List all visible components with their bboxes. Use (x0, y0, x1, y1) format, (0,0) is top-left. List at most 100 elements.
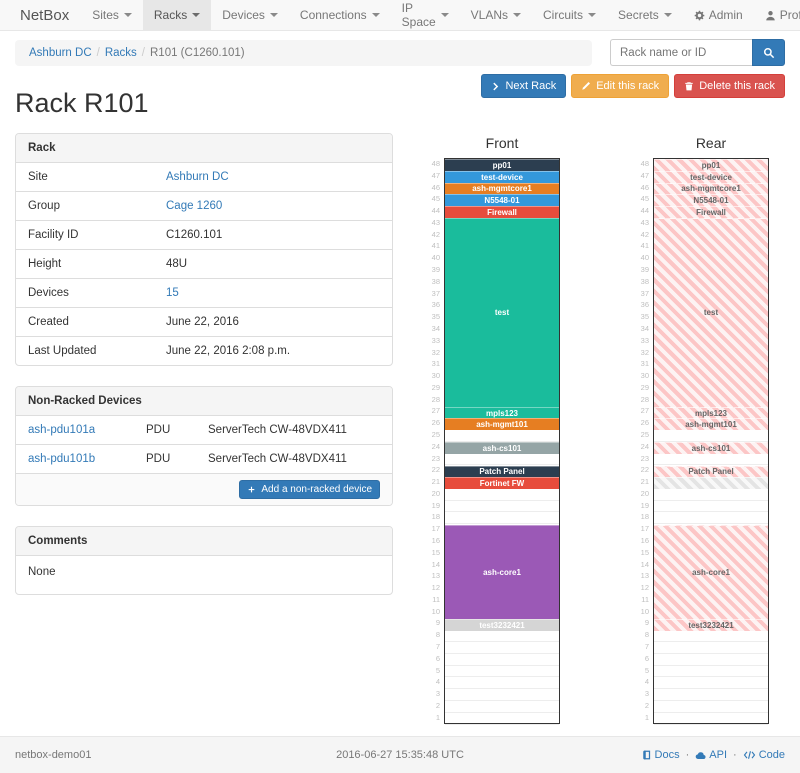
empty-unit[interactable] (445, 713, 559, 725)
empty-unit[interactable] (445, 454, 559, 466)
rack-device-ash-core1[interactable]: ash-core1 (654, 524, 768, 619)
rack-search-input[interactable] (610, 39, 752, 66)
nav-item-secrets[interactable]: Secrets (607, 0, 683, 30)
rack-device-test[interactable]: test (654, 217, 768, 407)
empty-unit[interactable] (654, 713, 768, 725)
rack-device-firewall[interactable]: Firewall (654, 206, 768, 218)
empty-unit[interactable] (445, 489, 559, 501)
rack-device-test3232421[interactable]: test3232421 (445, 618, 559, 631)
empty-unit[interactable] (654, 512, 768, 525)
nav-item-devices[interactable]: Devices (211, 0, 289, 30)
rack-device-test[interactable]: test (445, 217, 559, 407)
empty-unit[interactable] (654, 430, 768, 442)
empty-unit[interactable] (445, 666, 559, 678)
unit-number: 13 (640, 571, 649, 581)
rack-panel: Rack Site Ashburn DC Group Cage 1260 Facilit… (15, 133, 393, 366)
footer-link-docs[interactable]: Docs (642, 749, 680, 761)
unit-number: 18 (640, 512, 649, 522)
unit-number: 31 (431, 359, 440, 369)
empty-unit[interactable] (445, 654, 559, 666)
empty-unit[interactable] (654, 642, 768, 654)
rack-device-ash-mgmtcore1[interactable]: ash-mgmtcore1 (654, 182, 768, 195)
rack-device-ash-mgmt101[interactable]: ash-mgmt101 (445, 418, 559, 431)
empty-unit[interactable] (654, 454, 768, 466)
rack-device-patch-panel[interactable]: Patch Panel (445, 465, 559, 478)
empty-unit[interactable] (445, 642, 559, 654)
unit-number: 22 (431, 465, 440, 475)
breadcrumb-item[interactable]: Ashburn DC (29, 46, 92, 59)
empty-unit[interactable] (445, 501, 559, 513)
rack-device-fortinet-fw[interactable] (654, 477, 768, 490)
nav-item-vlans[interactable]: VLANs (460, 0, 532, 30)
nav-item-connections[interactable]: Connections (289, 0, 391, 30)
nav-item-admin[interactable]: Admin (683, 0, 754, 30)
rack-device-mpls123[interactable]: mpls123 (654, 406, 768, 419)
footer-link-api[interactable]: API (695, 749, 727, 761)
nav-item-sites[interactable]: Sites (81, 0, 143, 30)
unit-number: 27 (431, 406, 440, 416)
empty-unit[interactable] (654, 701, 768, 713)
unit-number: 48 (431, 159, 440, 168)
nav-item-circuits[interactable]: Circuits (532, 0, 607, 30)
rack-device-n5548-01[interactable]: N5548-01 (445, 194, 559, 207)
device-name-link[interactable]: ash-pdu101a (28, 424, 96, 436)
footer-link-label: API (709, 749, 728, 761)
empty-unit[interactable] (654, 501, 768, 513)
empty-unit[interactable] (654, 666, 768, 678)
rack-device-n5548-01[interactable]: N5548-01 (654, 194, 768, 207)
nav-item-ip-space[interactable]: IP Space (391, 0, 460, 30)
unit-number: 3 (644, 689, 649, 699)
empty-unit[interactable] (445, 689, 559, 701)
empty-unit[interactable] (445, 430, 559, 442)
unit-number: 19 (431, 500, 440, 510)
edit-this-rack-button[interactable]: Edit this rack (571, 74, 670, 98)
empty-unit[interactable] (654, 677, 768, 690)
rack-device-pp01[interactable]: pp01 (654, 159, 768, 171)
nav-item-profile[interactable]: Profile (754, 0, 800, 30)
empty-unit[interactable] (654, 630, 768, 643)
rack-device-ash-mgmt101[interactable]: ash-mgmt101 (654, 418, 768, 431)
device-name-link[interactable]: ash-pdu101b (28, 453, 96, 465)
footer-link-code[interactable]: Code (743, 749, 785, 761)
next-rack-button[interactable]: Next Rack (481, 74, 567, 98)
rack-device-pp01[interactable]: pp01 (445, 159, 559, 171)
footer-link-separator: · (685, 749, 690, 761)
breadcrumb-item[interactable]: Racks (104, 46, 137, 59)
unit-number: 33 (431, 335, 440, 345)
unit-number: 40 (431, 253, 440, 263)
empty-unit[interactable] (654, 654, 768, 666)
rack-device-test3232421[interactable]: test3232421 (654, 618, 768, 631)
empty-unit[interactable] (654, 489, 768, 501)
add-non-racked-device-button[interactable]: Add a non-racked device (239, 480, 380, 499)
app-brand[interactable]: NetBox (20, 6, 70, 24)
rack-device-test-device[interactable]: test-device (445, 170, 559, 183)
rack-device-ash-cs101[interactable]: ash-cs101 (445, 442, 559, 454)
empty-unit[interactable] (445, 701, 559, 713)
rack-search-button[interactable] (752, 39, 785, 66)
rack-device-ash-mgmtcore1[interactable]: ash-mgmtcore1 (445, 182, 559, 195)
nav-item-racks[interactable]: Racks (142, 0, 212, 30)
main-content: Rack Site Ashburn DC Group Cage 1260 Facilit… (0, 133, 800, 725)
empty-unit[interactable] (654, 689, 768, 701)
attribute-value-link[interactable]: 15 (166, 287, 179, 299)
rack-device-mpls123[interactable]: mpls123 (445, 406, 559, 419)
unit-number: 21 (640, 477, 649, 487)
nav-item-label: Sites (92, 8, 119, 22)
unit-number: 2 (435, 700, 440, 710)
breadcrumb-separator: / (96, 46, 100, 59)
attribute-value-link[interactable]: Cage 1260 (166, 200, 223, 212)
empty-unit[interactable] (445, 630, 559, 643)
attribute-value-link[interactable]: Ashburn DC (166, 171, 229, 183)
rack-device-test-device[interactable]: test-device (654, 170, 768, 183)
empty-unit[interactable] (445, 677, 559, 690)
empty-unit[interactable] (445, 512, 559, 525)
delete-this-rack-button[interactable]: Delete this rack (674, 74, 785, 98)
nav-item-label: Devices (222, 8, 265, 22)
unit-number: 43 (640, 217, 649, 227)
rack-device-firewall[interactable]: Firewall (445, 206, 559, 218)
rack-device-fortinet-fw[interactable]: Fortinet FW (445, 477, 559, 490)
rack-device-ash-cs101[interactable]: ash-cs101 (654, 442, 768, 454)
rack-device-ash-core1[interactable]: ash-core1 (445, 524, 559, 619)
rack-device-patch-panel[interactable]: Patch Panel (654, 465, 768, 478)
button-label: Delete this rack (699, 80, 775, 92)
